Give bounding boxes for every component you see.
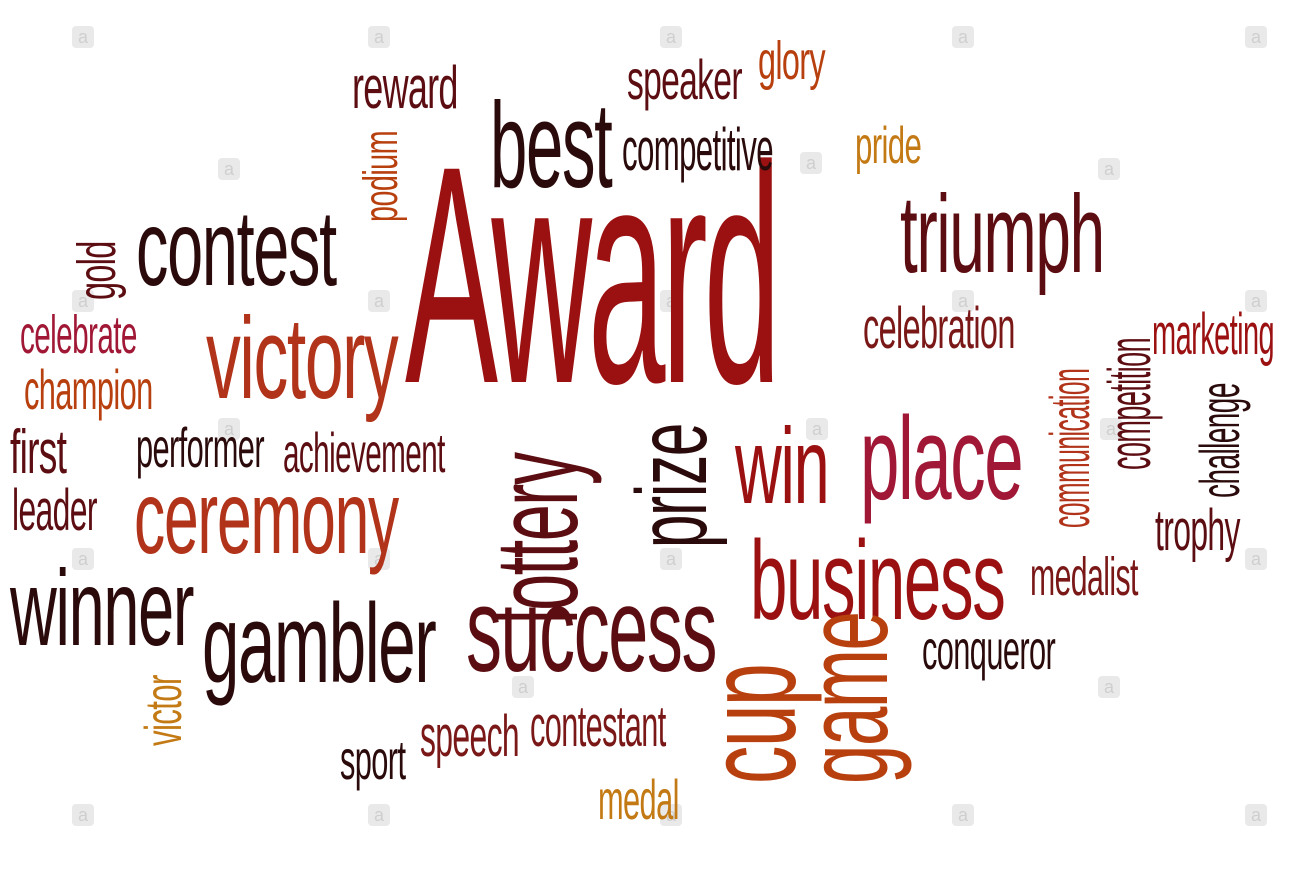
watermark-tile: a <box>218 418 240 440</box>
watermark-tile: a <box>1098 158 1120 180</box>
word-gambler: gambler <box>202 581 437 706</box>
watermark-tile: a <box>1245 290 1267 312</box>
word-triumph: triumph <box>900 173 1105 296</box>
word-competitive: competitive <box>622 116 774 183</box>
word-challenge: challenge <box>1188 383 1251 498</box>
watermark-tile: a <box>72 290 94 312</box>
word-competition: competition <box>1096 337 1163 470</box>
watermark-tile: a <box>218 158 240 180</box>
word-lottery: lottery <box>471 453 603 624</box>
word-best: best <box>490 77 613 213</box>
watermark-tile: a <box>660 548 682 570</box>
watermark-tile: a <box>660 804 682 826</box>
word-reward: reward <box>352 54 458 121</box>
word-trophy: trophy <box>1155 498 1240 563</box>
word-leader: leader <box>12 478 97 543</box>
watermark-tile: a <box>72 26 94 48</box>
word-speech: speech <box>420 704 520 769</box>
word-sport: sport <box>340 728 406 791</box>
word-performer: performer <box>136 416 265 479</box>
word-communication: communication <box>1038 368 1101 528</box>
watermark-tile: a <box>1245 26 1267 48</box>
word-gold: gold <box>67 241 127 300</box>
word-podium: podium <box>355 130 408 222</box>
watermark-tile: a <box>368 548 390 570</box>
word-glory: glory <box>758 31 826 91</box>
watermark-tile: a <box>1245 548 1267 570</box>
watermark-tile: a <box>1098 676 1120 698</box>
word-win: win <box>735 405 830 526</box>
watermark-tile: a <box>806 418 828 440</box>
word-celebration: celebration <box>863 296 1015 361</box>
watermark-tile: a <box>1100 418 1122 440</box>
watermark-tile: a <box>72 804 94 826</box>
word-pride: pride <box>855 117 922 175</box>
word-achievement: achievement <box>283 421 445 484</box>
watermark-tile: a <box>72 548 94 570</box>
watermark-tile: a <box>368 290 390 312</box>
watermark-tile: a <box>952 290 974 312</box>
word-champion: champion <box>24 358 153 421</box>
word-marketing: marketing <box>1152 302 1275 367</box>
word-prize: prize <box>616 423 728 548</box>
word-speaker: speaker <box>627 48 743 111</box>
word-award: Award <box>405 101 781 448</box>
watermark-tile: a <box>368 804 390 826</box>
word-business: business <box>750 518 1006 643</box>
word-victor: victor <box>135 675 193 746</box>
word-contest: contest <box>136 187 337 308</box>
word-ceremony: ceremony <box>134 460 399 576</box>
word-winner: winner <box>10 547 194 668</box>
watermark-tile: a <box>800 152 822 174</box>
watermark-tile: a <box>1245 804 1267 826</box>
watermark-tile: a <box>952 26 974 48</box>
watermark-tile: a <box>952 804 974 826</box>
watermark-tile: a <box>368 26 390 48</box>
watermark-tile: a <box>660 290 682 312</box>
watermark-tile: a <box>512 676 534 698</box>
word-contestant: contestant <box>530 694 666 759</box>
word-first: first <box>10 418 67 487</box>
word-cup: cup <box>680 664 823 784</box>
word-victory: victory <box>206 293 399 423</box>
watermark-tile: a <box>660 26 682 48</box>
word-celebrate: celebrate <box>20 305 137 365</box>
word-place: place <box>860 393 1024 525</box>
word-medalist: medalist <box>1030 547 1138 607</box>
word-success: success <box>466 563 717 697</box>
word-conqueror: conqueror <box>922 618 1056 681</box>
word-medal: medal <box>598 768 679 831</box>
